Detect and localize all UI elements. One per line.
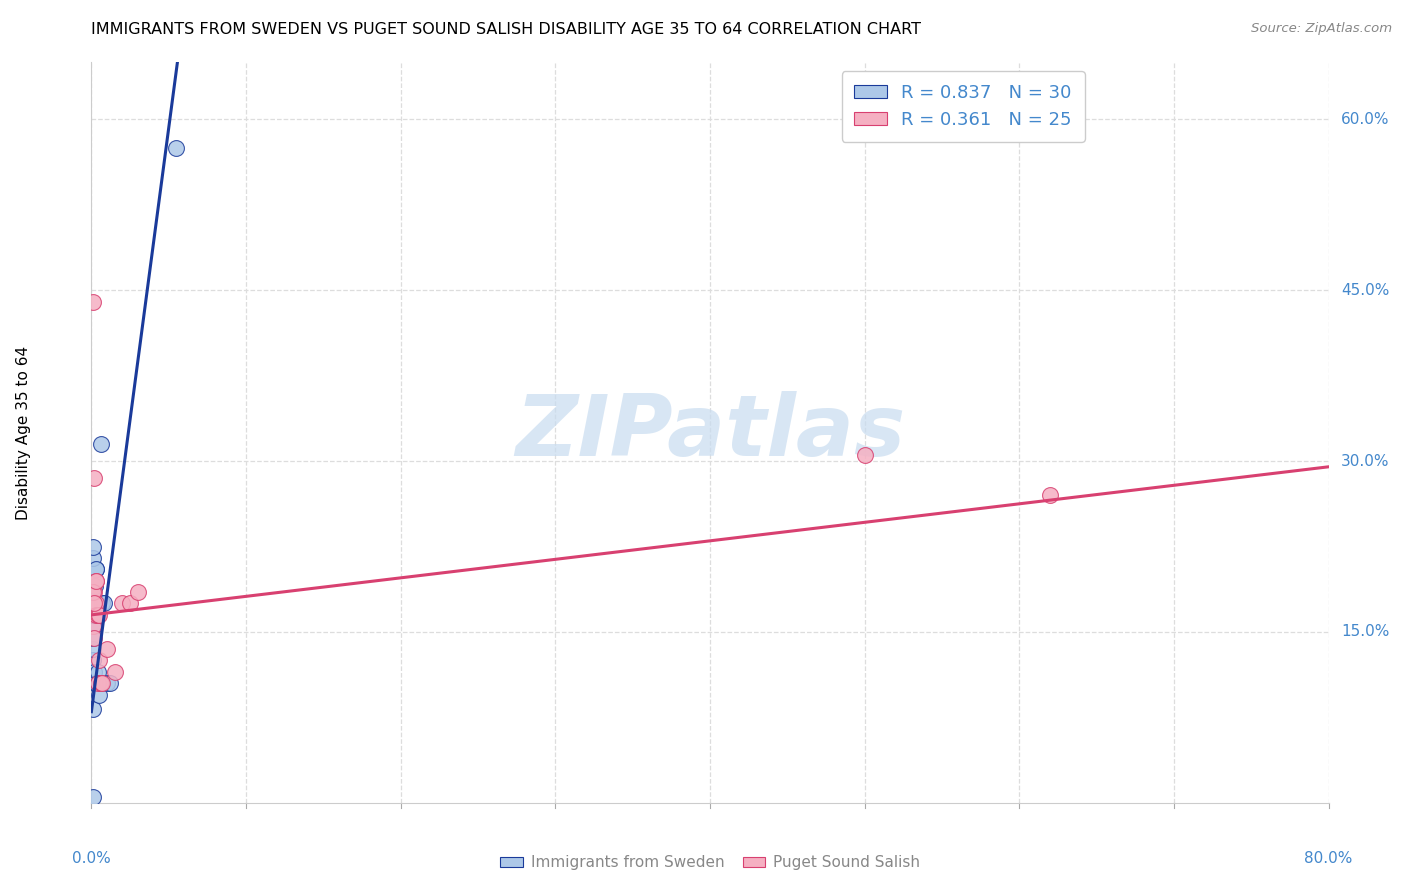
Text: 30.0%: 30.0% — [1341, 454, 1389, 468]
Point — [96, 642, 118, 657]
Point — [86, 676, 108, 690]
Point — [82, 585, 104, 599]
Point — [82, 540, 104, 554]
Point — [96, 676, 118, 690]
Point — [82, 642, 104, 657]
Point — [84, 574, 107, 588]
Text: IMMIGRANTS FROM SWEDEN VS PUGET SOUND SALISH DISABILITY AGE 35 TO 64 CORRELATION: IMMIGRANTS FROM SWEDEN VS PUGET SOUND SA… — [91, 22, 921, 37]
Point — [86, 665, 108, 679]
Text: 80.0%: 80.0% — [1305, 851, 1353, 865]
Point — [82, 702, 104, 716]
Point — [83, 585, 105, 599]
Point — [82, 597, 104, 611]
Point — [86, 607, 108, 622]
Text: 15.0%: 15.0% — [1341, 624, 1389, 640]
Point — [1039, 488, 1062, 502]
Point — [98, 676, 121, 690]
Point — [84, 607, 107, 622]
Text: Disability Age 35 to 64: Disability Age 35 to 64 — [15, 345, 31, 520]
Point — [83, 665, 105, 679]
Point — [82, 619, 104, 633]
Point — [83, 619, 105, 633]
Point — [82, 550, 104, 565]
Point — [84, 562, 107, 576]
Legend: Immigrants from Sweden, Puget Sound Salish: Immigrants from Sweden, Puget Sound Sali… — [494, 849, 927, 877]
Point — [82, 294, 104, 309]
Point — [84, 676, 107, 690]
Point — [127, 585, 149, 599]
Point — [83, 597, 105, 611]
Point — [166, 141, 188, 155]
Point — [111, 597, 134, 611]
Text: 60.0%: 60.0% — [1341, 112, 1389, 127]
Point — [82, 653, 104, 667]
Point — [84, 579, 107, 593]
Point — [83, 597, 105, 611]
Point — [83, 471, 105, 485]
Text: 0.0%: 0.0% — [72, 851, 111, 865]
Text: ZIPatlas: ZIPatlas — [515, 391, 905, 475]
Point — [853, 449, 876, 463]
Point — [90, 676, 112, 690]
Point — [93, 597, 115, 611]
Point — [84, 597, 107, 611]
Point — [91, 676, 114, 690]
Text: Source: ZipAtlas.com: Source: ZipAtlas.com — [1251, 22, 1392, 36]
Point — [87, 607, 111, 622]
Point — [86, 676, 108, 690]
Point — [83, 676, 105, 690]
Point — [104, 665, 127, 679]
Point — [84, 574, 107, 588]
Point — [120, 597, 141, 611]
Point — [87, 688, 111, 702]
Point — [82, 790, 104, 805]
Point — [90, 676, 112, 690]
Point — [83, 591, 105, 605]
Point — [84, 597, 107, 611]
Text: 45.0%: 45.0% — [1341, 283, 1389, 298]
Point — [82, 602, 104, 616]
Point — [83, 631, 105, 645]
Point — [87, 653, 111, 667]
Point — [84, 562, 107, 576]
Point — [90, 437, 112, 451]
Point — [82, 607, 104, 622]
Point — [83, 597, 105, 611]
Point — [82, 631, 104, 645]
Point — [91, 597, 114, 611]
